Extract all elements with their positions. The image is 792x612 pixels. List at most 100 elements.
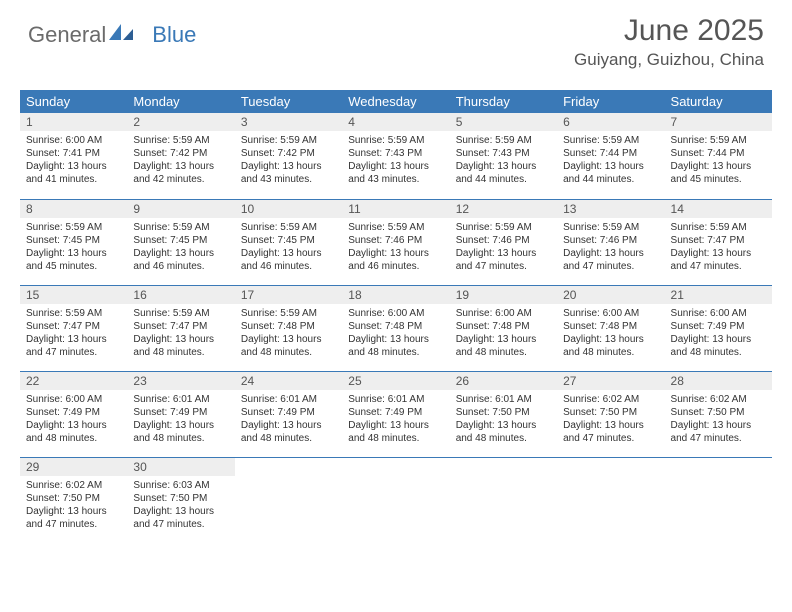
location-label: Guiyang, Guizhou, China [574,50,764,70]
weekday-header: Saturday [665,90,772,113]
calendar-row: 29Sunrise: 6:02 AMSunset: 7:50 PMDayligh… [20,457,772,543]
daylight-line: Daylight: 13 hours and 47 minutes. [26,505,121,531]
sunset-line: Sunset: 7:50 PM [563,406,658,419]
day-body: Sunrise: 5:59 AMSunset: 7:45 PMDaylight:… [127,218,234,277]
daylight-line: Daylight: 13 hours and 48 minutes. [348,333,443,359]
day-number: 14 [665,200,772,218]
calendar-cell: 16Sunrise: 5:59 AMSunset: 7:47 PMDayligh… [127,285,234,371]
calendar-cell: 11Sunrise: 5:59 AMSunset: 7:46 PMDayligh… [342,199,449,285]
sunset-line: Sunset: 7:44 PM [563,147,658,160]
day-number: 5 [450,113,557,131]
sunrise-line: Sunrise: 5:59 AM [348,134,443,147]
sunset-line: Sunset: 7:48 PM [241,320,336,333]
calendar-cell: 29Sunrise: 6:02 AMSunset: 7:50 PMDayligh… [20,457,127,543]
daylight-line: Daylight: 13 hours and 48 minutes. [26,419,121,445]
day-number: 12 [450,200,557,218]
calendar-row: 22Sunrise: 6:00 AMSunset: 7:49 PMDayligh… [20,371,772,457]
daylight-line: Daylight: 13 hours and 46 minutes. [348,247,443,273]
sunrise-line: Sunrise: 6:00 AM [671,307,766,320]
day-body: Sunrise: 5:59 AMSunset: 7:45 PMDaylight:… [235,218,342,277]
day-number: 3 [235,113,342,131]
calendar-cell: 14Sunrise: 5:59 AMSunset: 7:47 PMDayligh… [665,199,772,285]
daylight-line: Daylight: 13 hours and 47 minutes. [456,247,551,273]
sunrise-line: Sunrise: 5:59 AM [241,134,336,147]
sunset-line: Sunset: 7:49 PM [348,406,443,419]
daylight-line: Daylight: 13 hours and 47 minutes. [563,419,658,445]
logo-sail-icon [108,22,134,48]
calendar-cell: 15Sunrise: 5:59 AMSunset: 7:47 PMDayligh… [20,285,127,371]
calendar-cell: 23Sunrise: 6:01 AMSunset: 7:49 PMDayligh… [127,371,234,457]
sunrise-line: Sunrise: 5:59 AM [456,134,551,147]
sunrise-line: Sunrise: 5:59 AM [456,221,551,234]
logo-text-1: General [28,22,106,48]
logo: General Blue [28,22,196,48]
daylight-line: Daylight: 13 hours and 48 minutes. [671,333,766,359]
calendar-cell: .. [557,457,664,543]
day-body: Sunrise: 5:59 AMSunset: 7:42 PMDaylight:… [127,131,234,190]
sunrise-line: Sunrise: 6:01 AM [133,393,228,406]
sunrise-line: Sunrise: 5:59 AM [241,307,336,320]
calendar-cell: 13Sunrise: 5:59 AMSunset: 7:46 PMDayligh… [557,199,664,285]
sunrise-line: Sunrise: 5:59 AM [671,134,766,147]
sunrise-line: Sunrise: 6:00 AM [456,307,551,320]
weekday-header: Friday [557,90,664,113]
day-number: 6 [557,113,664,131]
day-number: 30 [127,458,234,476]
sunset-line: Sunset: 7:46 PM [348,234,443,247]
day-number: 16 [127,286,234,304]
sunset-line: Sunset: 7:50 PM [133,492,228,505]
daylight-line: Daylight: 13 hours and 43 minutes. [241,160,336,186]
daylight-line: Daylight: 13 hours and 48 minutes. [241,333,336,359]
daylight-line: Daylight: 13 hours and 46 minutes. [241,247,336,273]
day-number: 17 [235,286,342,304]
day-number: 20 [557,286,664,304]
daylight-line: Daylight: 13 hours and 44 minutes. [563,160,658,186]
header: General Blue June 2025 Guiyang, Guizhou,… [0,0,792,90]
calendar-cell: 19Sunrise: 6:00 AMSunset: 7:48 PMDayligh… [450,285,557,371]
daylight-line: Daylight: 13 hours and 48 minutes. [456,333,551,359]
calendar-cell: .. [665,457,772,543]
sunrise-line: Sunrise: 6:02 AM [671,393,766,406]
weekday-header: Thursday [450,90,557,113]
daylight-line: Daylight: 13 hours and 48 minutes. [456,419,551,445]
sunset-line: Sunset: 7:41 PM [26,147,121,160]
calendar-cell: .. [342,457,449,543]
day-body: Sunrise: 5:59 AMSunset: 7:46 PMDaylight:… [342,218,449,277]
sunrise-line: Sunrise: 5:59 AM [671,221,766,234]
day-number: 11 [342,200,449,218]
sunset-line: Sunset: 7:47 PM [26,320,121,333]
sunset-line: Sunset: 7:48 PM [456,320,551,333]
calendar-cell: 1Sunrise: 6:00 AMSunset: 7:41 PMDaylight… [20,113,127,199]
day-body: Sunrise: 5:59 AMSunset: 7:45 PMDaylight:… [20,218,127,277]
sunset-line: Sunset: 7:50 PM [456,406,551,419]
sunrise-line: Sunrise: 5:59 AM [133,221,228,234]
day-number: 21 [665,286,772,304]
calendar-cell: 12Sunrise: 5:59 AMSunset: 7:46 PMDayligh… [450,199,557,285]
weekday-header-row: SundayMondayTuesdayWednesdayThursdayFrid… [20,90,772,113]
sunset-line: Sunset: 7:45 PM [133,234,228,247]
calendar-cell: 30Sunrise: 6:03 AMSunset: 7:50 PMDayligh… [127,457,234,543]
day-body: Sunrise: 5:59 AMSunset: 7:44 PMDaylight:… [557,131,664,190]
day-number: 4 [342,113,449,131]
day-number: 7 [665,113,772,131]
sunrise-line: Sunrise: 6:02 AM [26,479,121,492]
day-body: Sunrise: 6:02 AMSunset: 7:50 PMDaylight:… [20,476,127,535]
sunset-line: Sunset: 7:49 PM [26,406,121,419]
day-body: Sunrise: 5:59 AMSunset: 7:47 PMDaylight:… [20,304,127,363]
daylight-line: Daylight: 13 hours and 47 minutes. [563,247,658,273]
sunrise-line: Sunrise: 6:02 AM [563,393,658,406]
calendar-cell: 24Sunrise: 6:01 AMSunset: 7:49 PMDayligh… [235,371,342,457]
sunset-line: Sunset: 7:47 PM [133,320,228,333]
calendar-cell: 9Sunrise: 5:59 AMSunset: 7:45 PMDaylight… [127,199,234,285]
sunrise-line: Sunrise: 6:03 AM [133,479,228,492]
weekday-header: Wednesday [342,90,449,113]
calendar-cell: 4Sunrise: 5:59 AMSunset: 7:43 PMDaylight… [342,113,449,199]
day-body: Sunrise: 5:59 AMSunset: 7:48 PMDaylight:… [235,304,342,363]
sunrise-line: Sunrise: 6:01 AM [348,393,443,406]
calendar-cell: 18Sunrise: 6:00 AMSunset: 7:48 PMDayligh… [342,285,449,371]
sunset-line: Sunset: 7:44 PM [671,147,766,160]
calendar-cell: 5Sunrise: 5:59 AMSunset: 7:43 PMDaylight… [450,113,557,199]
daylight-line: Daylight: 13 hours and 47 minutes. [671,247,766,273]
sunrise-line: Sunrise: 6:00 AM [563,307,658,320]
sunset-line: Sunset: 7:43 PM [348,147,443,160]
